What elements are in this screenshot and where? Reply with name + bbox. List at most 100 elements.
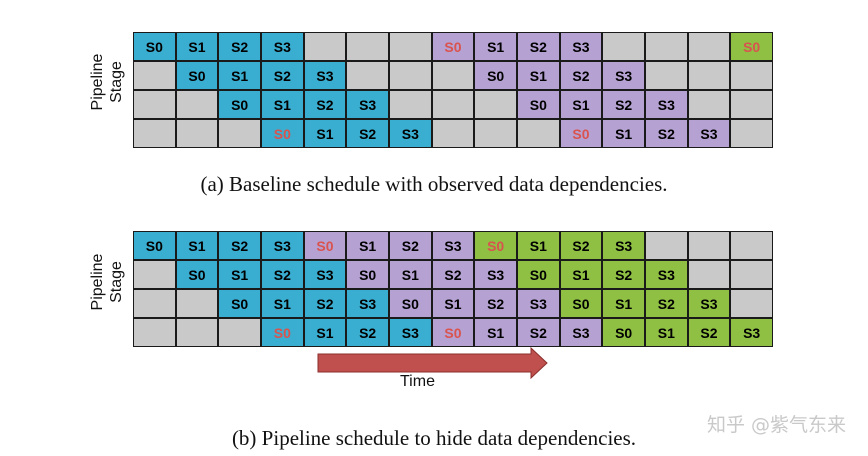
figure_a-cell-stage3-step4: S1 [304, 120, 346, 147]
figure_b-cell-stage3-step8: S1 [475, 319, 516, 346]
figure_b-cell-stage2-step10: S0 [560, 290, 602, 317]
figure_b-cell-stage3-step13: S2 [688, 319, 730, 346]
figure_a-cell-stage1-step6 [390, 62, 431, 89]
figure_b-cell-stage2-step4: S2 [304, 290, 346, 317]
figure_a-cell-stage1-step3: S2 [262, 62, 303, 89]
figure_b-cell-stage0-step6: S2 [390, 232, 431, 259]
figure_b-cell-stage2-step3: S1 [262, 290, 303, 317]
figure_a-cell-stage3-step6: S3 [390, 120, 431, 147]
figure_b-cell-stage1-step8: S3 [475, 261, 516, 288]
figure_b-cell-stage1-step14 [731, 261, 772, 288]
caption-b: (b) Pipeline schedule to hide data depen… [231, 426, 637, 450]
figure_a-cell-stage1-step0 [134, 62, 175, 89]
figure_a-cell-stage0-step11 [603, 33, 644, 60]
time-label: Time [400, 373, 435, 390]
baseline-schedule-grid: S0 S1 S2 S3 S0 S1 S2 S3 S0 S0 S1 S2 S3 S0 S1 S2 S3 S0 S1 S2… [133, 32, 773, 148]
ylabel-line-1: Pipeline [89, 53, 106, 111]
figure_b-cell-stage0-step4: S0 [304, 232, 346, 259]
figure_a-cell-stage3-step13: S3 [688, 120, 730, 147]
figure_a-cell-stage2-step11: S2 [603, 91, 644, 118]
figure_a-cell-stage2-step0 [134, 91, 175, 118]
figure_a-cell-stage2-step12: S3 [646, 91, 687, 118]
figure_a-cell-stage0-step7: S0 [432, 33, 474, 60]
figure_b-cell-stage1-step10: S1 [560, 261, 602, 288]
figure_a-cell-stage2-step2: S0 [219, 91, 260, 118]
figure_a-cell-stage0-step9: S2 [518, 33, 559, 60]
figure_b-cell-stage2-step2: S0 [219, 290, 260, 317]
figure_a-cell-stage2-step7 [432, 91, 474, 118]
figure_a-cell-stage3-step7 [432, 120, 474, 147]
figure_b-cell-stage1-step4: S3 [304, 261, 346, 288]
figure_a-cell-stage3-step0 [134, 120, 175, 147]
figure_a-cell-stage3-step8 [475, 120, 516, 147]
figure_a-cell-stage3-step2 [219, 120, 260, 147]
figure_a-cell-stage0-step3: S3 [262, 33, 303, 60]
pipelined-schedule-grid: S0 S1 S2 S3 S0 S1 S2 S3 S0 S1 S2 S3 S0 S1 S2 S3 S0 S1 S2 S3… [133, 231, 773, 347]
ylabel-line-1: Pipeline [89, 253, 106, 311]
figure_a-cell-stage1-step4: S3 [304, 62, 346, 89]
figure_a-cell-stage0-step4 [304, 33, 346, 60]
figure_a-cell-stage0-step13 [688, 33, 730, 60]
figure_b-cell-stage3-step12: S1 [646, 319, 687, 346]
figure_b-cell-stage0-step5: S1 [347, 232, 388, 259]
figure_a-cell-stage0-step8: S1 [475, 33, 516, 60]
figure_a-cell-stage0-step12 [646, 33, 687, 60]
figure_a-cell-stage0-step6 [390, 33, 431, 60]
figure_b-cell-stage2-step8: S2 [475, 290, 516, 317]
figure_a-cell-stage2-step10: S1 [560, 91, 602, 118]
figure_b-cell-stage1-step0 [134, 261, 175, 288]
figure_b-cell-stage2-step1 [176, 290, 218, 317]
figure_a-cell-stage2-step1 [176, 91, 218, 118]
figure_a-cell-stage1-step14 [731, 62, 772, 89]
figure_a-cell-stage0-step2: S2 [219, 33, 260, 60]
figure_a-cell-stage2-step13 [688, 91, 730, 118]
figure_b-cell-stage1-step12: S3 [646, 261, 687, 288]
figure_b-cell-stage0-step10: S2 [560, 232, 602, 259]
figure_b-cell-stage3-step0 [134, 319, 175, 346]
figure_a-cell-stage2-step14 [731, 91, 772, 118]
figure_b-cell-stage3-step6: S3 [390, 319, 431, 346]
figure_b-cell-stage2-step11: S1 [603, 290, 644, 317]
figure_a-cell-stage0-step1: S1 [176, 33, 218, 60]
figure_a-cell-stage3-step5: S2 [347, 120, 388, 147]
figure_b-cell-stage3-step1 [176, 319, 218, 346]
figure_a-cell-stage1-step7 [432, 62, 474, 89]
figure_a-cell-stage3-step14 [731, 120, 772, 147]
figure_a-cell-stage1-step1: S0 [176, 62, 218, 89]
figure_b-cell-stage3-step4: S1 [304, 319, 346, 346]
figure_b-cell-stage1-step2: S1 [219, 261, 260, 288]
figure_b-cell-stage3-step9: S2 [518, 319, 559, 346]
figure_b-cell-stage2-step12: S2 [646, 290, 687, 317]
figure_a-cell-stage2-step6 [390, 91, 431, 118]
figure_b-cell-stage0-step3: S3 [262, 232, 303, 259]
figure_a-cell-stage1-step12 [646, 62, 687, 89]
figure_a-cell-stage1-step5 [347, 62, 388, 89]
figure_a-cell-stage1-step13 [688, 62, 730, 89]
figure_a-cell-stage2-step8 [475, 91, 516, 118]
figure_b-cell-stage0-step1: S1 [176, 232, 218, 259]
ylabel-line-2: Stage [108, 261, 125, 303]
figure_a-cell-stage2-step3: S1 [262, 91, 303, 118]
figure_b-cell-stage3-step7: S0 [432, 319, 474, 346]
caption-a: (a) Baseline schedule with observed data… [200, 172, 668, 196]
pipeline-stage-axis-label-a: Pipeline Stage [88, 42, 128, 122]
figure_b-cell-stage2-step13: S3 [688, 290, 730, 317]
figure_b-cell-stage1-step7: S2 [432, 261, 474, 288]
pipeline-stage-axis-label-b: Pipeline Stage [88, 242, 128, 322]
figure_b-cell-stage0-step12 [646, 232, 687, 259]
figure_a-cell-stage0-step0: S0 [134, 33, 175, 60]
figure_b-cell-stage3-step3: S0 [262, 319, 303, 346]
figure_b-cell-stage3-step5: S2 [347, 319, 388, 346]
figure_b-cell-stage3-step11: S0 [603, 319, 644, 346]
figure_a-cell-stage3-step12: S2 [646, 120, 687, 147]
figure_b-cell-stage3-step10: S3 [560, 319, 602, 346]
figure_a-cell-stage0-step10: S3 [560, 33, 602, 60]
figure_b-cell-stage0-step2: S2 [219, 232, 260, 259]
figure_b-cell-stage2-step9: S3 [518, 290, 559, 317]
figure_b-cell-stage1-step9: S0 [518, 261, 559, 288]
figure_a-cell-stage2-step9: S0 [518, 91, 559, 118]
figure_a-cell-stage1-step2: S1 [219, 62, 260, 89]
figure_b-cell-stage2-step7: S1 [432, 290, 474, 317]
figure_a-cell-stage3-step10: S0 [560, 120, 602, 147]
figure_a-cell-stage2-step5: S3 [347, 91, 388, 118]
